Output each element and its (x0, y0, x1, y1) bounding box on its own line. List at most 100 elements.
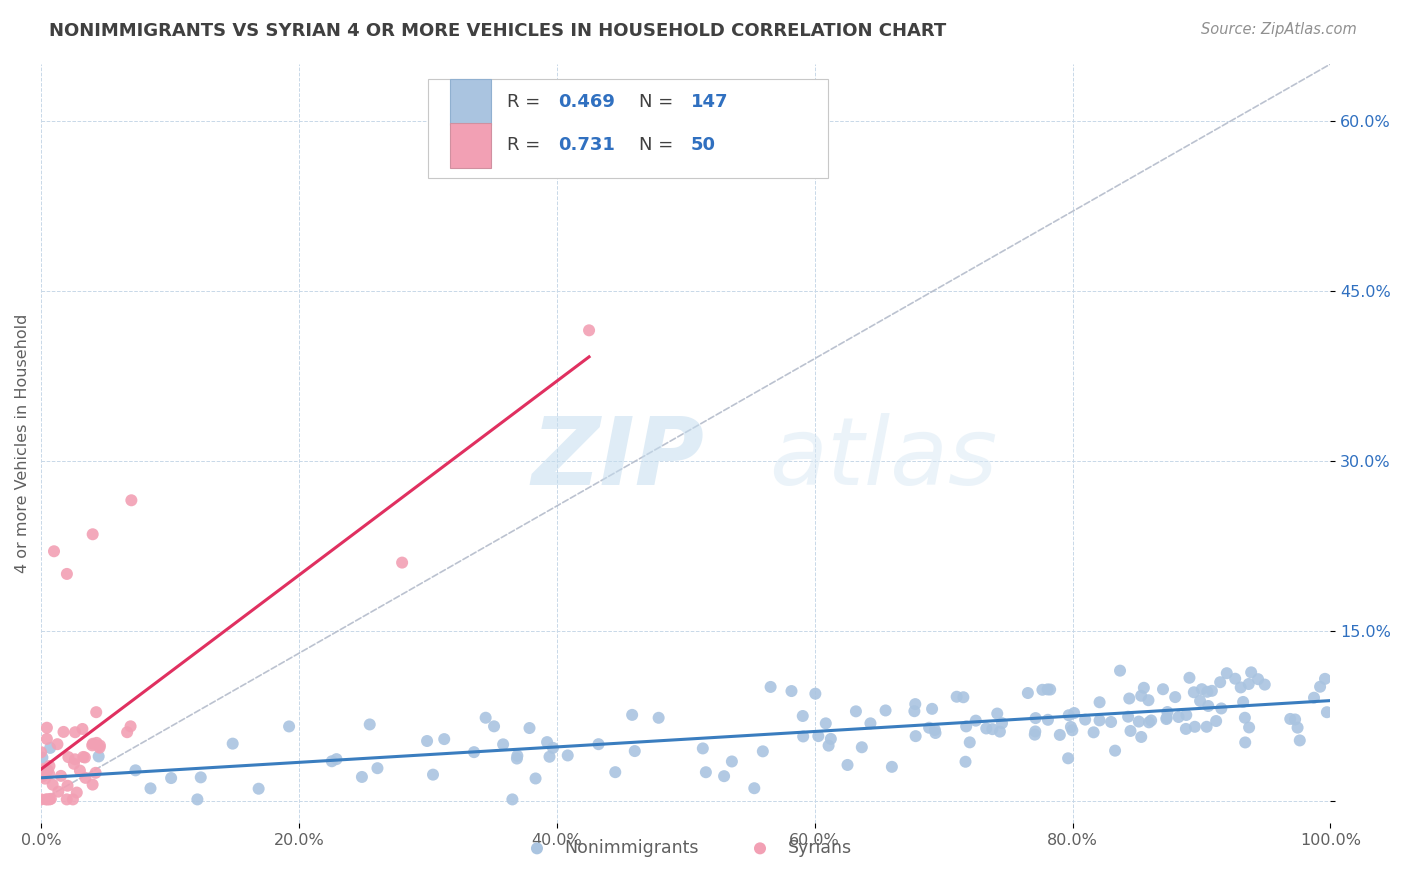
Point (37, 792, 59, 806)
Point (974, 722, 997, 736)
Point (1133, 681, 1156, 695)
Point (73, 750, 96, 764)
Point (1049, 728, 1071, 742)
Point (55, 792, 77, 806)
Point (42, 544, 65, 558)
Point (38, 759, 60, 773)
Point (1175, 708, 1198, 723)
Point (621, 707, 644, 722)
Point (84, 705, 107, 719)
Point (1152, 682, 1174, 697)
Point (851, 740, 873, 755)
Point (1063, 706, 1085, 720)
Point (991, 716, 1014, 731)
Point (34, 764, 56, 778)
Point (325, 752, 347, 766)
FancyBboxPatch shape (427, 79, 828, 178)
Point (1109, 664, 1132, 678)
Point (695, 765, 717, 780)
Point (463, 745, 485, 759)
Point (1164, 690, 1187, 704)
Text: 0.469: 0.469 (558, 93, 614, 111)
Point (742, 781, 765, 796)
Point (39, 740, 62, 755)
Point (1225, 672, 1247, 686)
Point (1156, 712, 1178, 726)
Point (1229, 681, 1251, 695)
Point (72, 722, 94, 736)
Point (492, 737, 515, 751)
Point (524, 772, 547, 786)
Point (1234, 735, 1257, 749)
Point (1279, 712, 1302, 726)
Point (1099, 714, 1122, 729)
Point (1167, 710, 1189, 724)
Point (34, 772, 56, 786)
Point (190, 770, 212, 784)
Point (37, 763, 59, 777)
Point (1316, 705, 1339, 719)
Point (820, 731, 842, 746)
Point (1036, 682, 1059, 697)
Point (63, 752, 86, 766)
Point (32, 762, 55, 776)
Point (41, 778, 63, 792)
Point (506, 748, 529, 763)
Point (30, 792, 52, 806)
Point (588, 737, 610, 751)
Point (1184, 720, 1206, 734)
Point (1062, 723, 1084, 738)
Point (1240, 665, 1263, 680)
Point (82, 739, 104, 753)
Point (1017, 686, 1039, 700)
Point (904, 697, 927, 711)
Point (759, 680, 782, 694)
Point (578, 323, 600, 337)
Point (58, 750, 80, 764)
Point (921, 702, 943, 716)
Point (46, 784, 69, 798)
Point (1178, 671, 1201, 685)
Point (1024, 724, 1046, 739)
Point (814, 716, 837, 731)
Point (1088, 714, 1111, 728)
Point (713, 769, 735, 783)
Point (955, 755, 977, 769)
Point (1247, 672, 1270, 686)
Point (474, 711, 496, 725)
Point (1191, 682, 1213, 697)
Point (721, 755, 744, 769)
Point (391, 556, 413, 570)
Point (247, 781, 270, 796)
Legend: Nonimmigrants, Syrians: Nonimmigrants, Syrians (513, 832, 859, 863)
Point (1130, 689, 1153, 703)
Point (38, 792, 60, 806)
Point (139, 781, 162, 796)
Point (918, 721, 941, 735)
Point (89, 739, 111, 753)
Point (1309, 680, 1331, 694)
Point (66, 786, 89, 800)
Point (959, 735, 981, 749)
Point (278, 719, 301, 733)
Point (35, 792, 58, 806)
Point (63, 725, 86, 739)
Point (845, 704, 868, 718)
Point (536, 735, 558, 749)
Point (1174, 722, 1197, 736)
Point (924, 723, 946, 737)
Point (986, 706, 1008, 721)
Point (82, 527, 104, 541)
Text: ZIP: ZIP (531, 413, 704, 505)
Point (1201, 683, 1223, 698)
Point (1130, 730, 1153, 744)
Point (519, 721, 541, 735)
Text: N =: N = (640, 136, 679, 154)
Point (1209, 675, 1232, 690)
Point (955, 719, 977, 733)
Point (501, 792, 523, 806)
Point (1233, 711, 1256, 725)
Point (1119, 723, 1142, 738)
Point (1211, 701, 1233, 715)
Point (37, 764, 59, 778)
